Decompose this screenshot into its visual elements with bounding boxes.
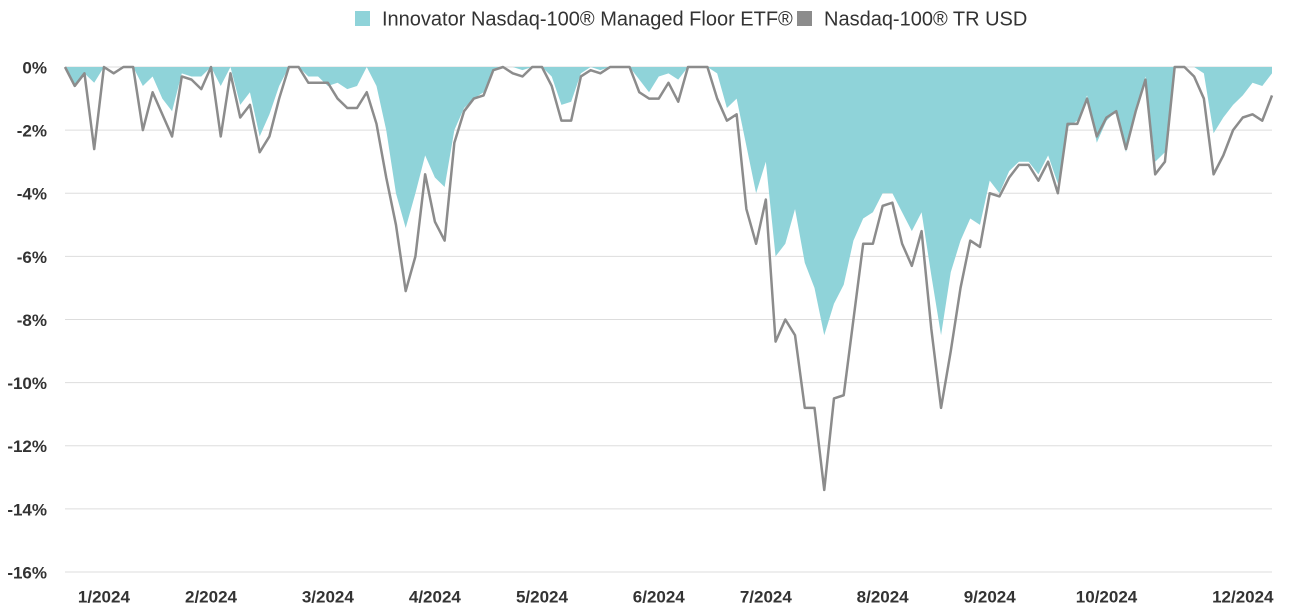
y-tick-label: -8% bbox=[17, 311, 47, 330]
x-tick-label: 8/2024 bbox=[857, 587, 910, 606]
y-tick-label: -12% bbox=[7, 437, 47, 456]
y-tick-label: -4% bbox=[17, 185, 47, 204]
y-tick-label: 0% bbox=[22, 58, 47, 77]
y-tick-label: -6% bbox=[17, 248, 47, 267]
y-tick-label: -14% bbox=[7, 500, 47, 519]
legend-swatch bbox=[797, 11, 812, 26]
x-tick-label: 4/2024 bbox=[409, 587, 462, 606]
x-tick-label: 9/2024 bbox=[964, 587, 1017, 606]
line bbox=[63, 65, 1274, 492]
x-tick-label: 2/2024 bbox=[185, 587, 238, 606]
legend-label: Innovator Nasdaq-100® Managed Floor ETF® bbox=[382, 8, 793, 30]
x-tick-label: 10/2024 bbox=[1076, 587, 1138, 606]
y-tick-label: -10% bbox=[7, 374, 47, 393]
area bbox=[65, 67, 1272, 336]
x-tick-label: 6/2024 bbox=[633, 587, 686, 606]
x-tick-label: 1/2024 bbox=[78, 587, 131, 606]
legend-swatch bbox=[355, 11, 370, 26]
y-tick-label: -2% bbox=[17, 122, 47, 141]
x-tick-label: 5/2024 bbox=[516, 587, 569, 606]
x-tick-label: 3/2024 bbox=[302, 587, 355, 606]
y-tick-label: -16% bbox=[7, 563, 47, 582]
x-tick-label: 7/2024 bbox=[740, 587, 793, 606]
legend-label: Nasdaq-100® TR USD bbox=[824, 8, 1027, 30]
x-tick-label: 12/2024 bbox=[1212, 587, 1274, 606]
